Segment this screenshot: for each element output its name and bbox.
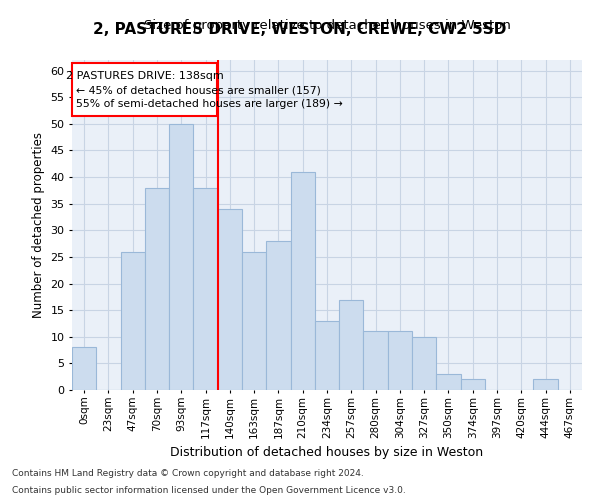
Text: Contains public sector information licensed under the Open Government Licence v3: Contains public sector information licen… <box>12 486 406 495</box>
Bar <box>218 209 242 390</box>
Text: 2 PASTURES DRIVE: 138sqm: 2 PASTURES DRIVE: 138sqm <box>66 71 224 81</box>
Bar <box>242 252 266 390</box>
Title: Size of property relative to detached houses in Weston: Size of property relative to detached ho… <box>143 20 511 32</box>
Bar <box>169 124 193 390</box>
Bar <box>72 348 96 390</box>
Bar <box>461 380 485 390</box>
X-axis label: Distribution of detached houses by size in Weston: Distribution of detached houses by size … <box>170 446 484 459</box>
Bar <box>364 332 388 390</box>
Y-axis label: Number of detached properties: Number of detached properties <box>32 132 44 318</box>
Bar <box>145 188 169 390</box>
Bar <box>533 380 558 390</box>
Bar <box>193 188 218 390</box>
Bar <box>290 172 315 390</box>
Bar <box>412 337 436 390</box>
Text: Contains HM Land Registry data © Crown copyright and database right 2024.: Contains HM Land Registry data © Crown c… <box>12 468 364 477</box>
FancyBboxPatch shape <box>73 62 217 116</box>
Bar <box>266 241 290 390</box>
Bar <box>121 252 145 390</box>
Bar <box>339 300 364 390</box>
Bar <box>436 374 461 390</box>
Text: ← 45% of detached houses are smaller (157): ← 45% of detached houses are smaller (15… <box>76 86 321 96</box>
Text: 2, PASTURES DRIVE, WESTON, CREWE, CW2 5SD: 2, PASTURES DRIVE, WESTON, CREWE, CW2 5S… <box>94 22 506 38</box>
Bar <box>388 332 412 390</box>
Text: 55% of semi-detached houses are larger (189) →: 55% of semi-detached houses are larger (… <box>76 99 343 109</box>
Bar <box>315 321 339 390</box>
